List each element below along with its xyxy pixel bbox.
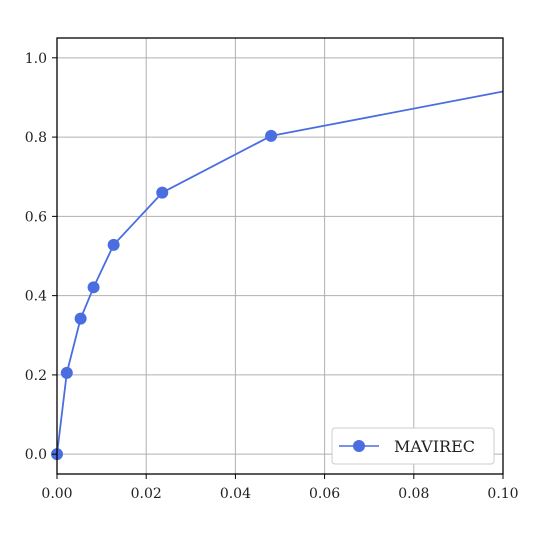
legend-series-label: MAVIREC [394,437,475,456]
y-tick-label: 0.8 [25,130,47,146]
data-point [107,238,120,251]
data-point [74,312,87,325]
x-tick-label: 0.00 [41,486,72,502]
y-tick-label: 1.0 [25,51,47,67]
y-tick-label: 0.2 [25,368,47,384]
legend-box [331,427,495,465]
data-point [156,186,169,199]
plot-frame [56,37,504,475]
x-tick-label: 0.04 [220,486,251,502]
y-tick-label: 0.0 [25,447,47,463]
data-point [265,129,278,142]
data-point [60,366,73,379]
series-layer [51,90,504,461]
axis-ticks: 0.00 0.02 0.04 0.06 0.08 0.10 0.0 0.2 0.4 0.6 0.8 1… [25,51,519,502]
legend: MAVIREC [331,427,495,465]
x-tick-label: 0.10 [487,486,518,502]
x-tick-label: 0.08 [398,486,429,502]
y-tick-label: 0.6 [25,209,47,225]
data-point [87,281,100,294]
grid [56,38,504,474]
x-tick-label: 0.06 [309,486,340,502]
x-tick-label: 0.02 [131,486,162,502]
legend-series-marker [353,440,365,452]
series-line [56,90,504,455]
y-tick-label: 0.4 [25,289,47,305]
